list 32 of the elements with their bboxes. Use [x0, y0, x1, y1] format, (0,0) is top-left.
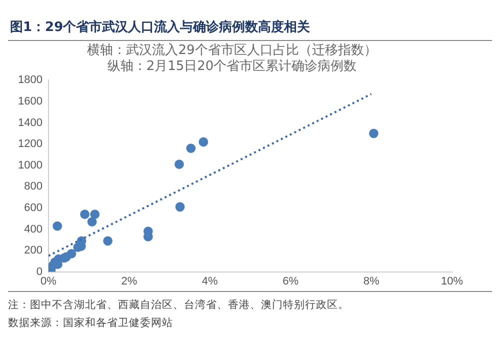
y-tick-label: 1800	[18, 74, 42, 86]
x-tick-label: 6%	[282, 275, 299, 288]
point	[198, 137, 208, 147]
y-tick-label: 600	[24, 202, 42, 214]
source-note: 数据来源：国家和各省卫健委网站	[8, 316, 174, 331]
y-tick-label: 1200	[18, 138, 42, 150]
point	[90, 210, 100, 220]
x-tick-label: 2%	[121, 275, 138, 288]
x-tick-label: 10%	[440, 275, 464, 288]
point	[186, 144, 196, 154]
text: 注：图中不含湖北省、西藏自治区、台湾省、香港、澳门特别行政区。	[8, 298, 350, 313]
point	[66, 249, 76, 258]
y-tick-label: 1600	[18, 96, 42, 108]
y-tick-label: 0	[36, 266, 42, 278]
point	[369, 128, 378, 138]
y-tick-label: 1400	[18, 116, 42, 129]
x-tick-label: 4%	[202, 275, 218, 288]
point	[103, 236, 112, 246]
point	[175, 202, 185, 212]
x-tick-label: 8%	[363, 275, 380, 288]
chart-title: 图1：29个省市武汉人口流入与确诊病例数高度相关	[8, 8, 492, 41]
y-axis-title: 纵轴：2月15日20个省市区累计确诊病例数	[107, 58, 357, 74]
point	[52, 221, 62, 231]
point	[80, 210, 90, 220]
x-axis-title: 横轴：武汉流入29个省市区人口占比（迁移指数）	[87, 42, 377, 58]
y-tick-label: 400	[24, 223, 42, 236]
point	[174, 160, 184, 169]
y-tick-label: 800	[24, 180, 42, 193]
y-tick-label: 200	[24, 244, 42, 257]
point	[87, 217, 97, 226]
x-tick-label: 0%	[40, 275, 57, 288]
y-tick-label: 1000	[18, 159, 42, 172]
